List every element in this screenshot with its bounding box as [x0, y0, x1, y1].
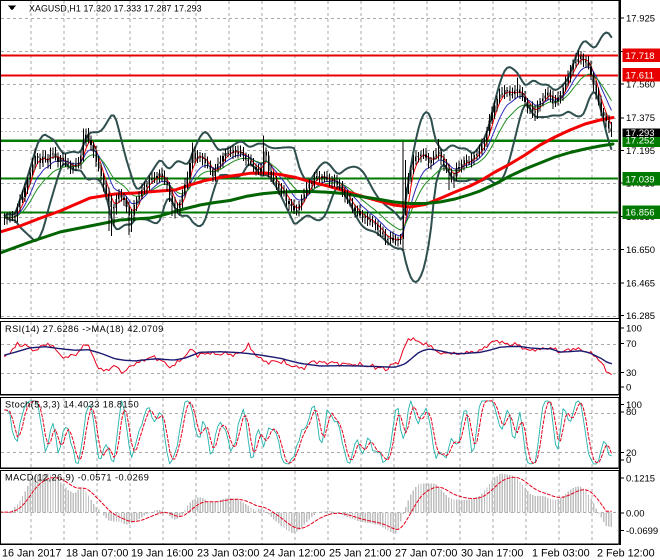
svg-text:30 Jan 17:00: 30 Jan 17:00: [461, 548, 523, 560]
svg-text:17.293: 17.293: [626, 128, 655, 139]
svg-text:20: 20: [626, 448, 637, 459]
svg-text:27 Jan 07:00: 27 Jan 07:00: [395, 548, 457, 560]
svg-text:0: 0: [626, 455, 631, 466]
svg-text:17.039: 17.039: [626, 174, 655, 185]
svg-text:25 Jan 21:00: 25 Jan 21:00: [329, 548, 391, 560]
svg-text:24 Jan 12:00: 24 Jan 12:00: [263, 548, 325, 560]
svg-text:30: 30: [626, 368, 637, 379]
svg-text:MACD(12,26,9) -0.0571 -0.0269: MACD(12,26,9) -0.0571 -0.0269: [5, 473, 149, 483]
svg-text:XAGUSD,H1 17.320 17.333 17.28: XAGUSD,H1 17.320 17.333 17.287 17.293: [29, 3, 202, 13]
svg-text:100: 100: [626, 323, 642, 334]
svg-text:2 Feb 12:00: 2 Feb 12:00: [597, 548, 655, 560]
svg-text:70: 70: [626, 339, 637, 350]
svg-text:17.195: 17.195: [626, 146, 655, 157]
svg-text:18 Jan 07:00: 18 Jan 07:00: [66, 548, 128, 560]
svg-text:17.252: 17.252: [626, 136, 655, 147]
svg-text:17.718: 17.718: [626, 51, 655, 62]
svg-text:Stoch(5,3,3) 14.4033 18.8150: Stoch(5,3,3) 14.4033 18.8150: [5, 400, 139, 410]
svg-text:0.00: 0.00: [626, 508, 645, 519]
svg-text:23 Jan 03:00: 23 Jan 03:00: [197, 548, 259, 560]
svg-text:16.465: 16.465: [626, 278, 655, 289]
svg-text:17.560: 17.560: [626, 80, 655, 91]
svg-text:19 Jan 16:00: 19 Jan 16:00: [131, 548, 193, 560]
svg-text:17.611: 17.611: [626, 71, 654, 82]
svg-text:80: 80: [626, 407, 637, 418]
svg-text:0.1215: 0.1215: [626, 473, 655, 484]
svg-text:16.650: 16.650: [626, 245, 655, 256]
svg-text:-0.0699: -0.0699: [626, 526, 658, 537]
svg-text:16.285: 16.285: [626, 311, 655, 322]
svg-text:RSI(14) 27.6286 ->MA(18) 42.0: RSI(14) 27.6286 ->MA(18) 42.0709: [5, 324, 164, 334]
svg-text:17.375: 17.375: [626, 113, 655, 124]
svg-text:100: 100: [626, 400, 642, 411]
svg-text:1 Feb 03:00: 1 Feb 03:00: [532, 548, 590, 560]
svg-text:17.925: 17.925: [626, 13, 655, 24]
svg-text:0: 0: [626, 382, 631, 393]
svg-text:16 Jan 2017: 16 Jan 2017: [2, 548, 61, 560]
svg-text:16.856: 16.856: [626, 208, 655, 219]
